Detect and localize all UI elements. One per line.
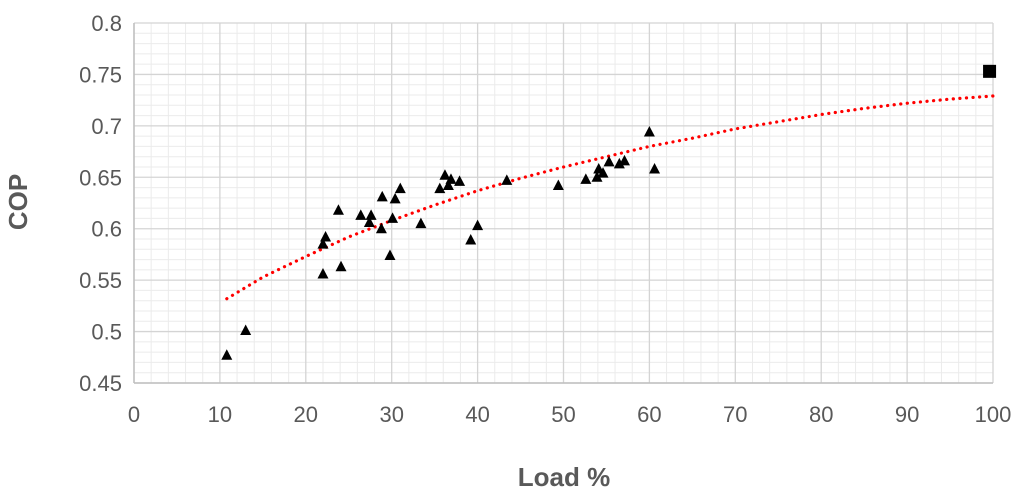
- triangle-point: [375, 222, 387, 234]
- x-tick-label: 40: [465, 402, 489, 427]
- triangle-point: [472, 219, 484, 231]
- triangle-point: [434, 182, 446, 194]
- y-tick-labels: 0.45 0.5 0.55 0.6 0.65 0.7 0.75 0.8: [79, 11, 122, 396]
- x-tick-label: 60: [637, 402, 661, 427]
- y-tick-label: 0.5: [91, 320, 122, 345]
- axis-lines: [133, 23, 993, 384]
- triangle-point: [454, 175, 466, 186]
- x-tick-label: 10: [208, 402, 232, 427]
- x-axis-title: Load %: [518, 462, 610, 492]
- triangle-point: [580, 173, 592, 184]
- triangle-point: [317, 267, 329, 279]
- triangle-point: [552, 179, 564, 191]
- triangle-point: [317, 238, 329, 249]
- triangle-point: [618, 154, 630, 166]
- y-tick-label: 0.45: [79, 371, 122, 396]
- y-tick-label: 0.7: [91, 114, 122, 139]
- triangle-point: [376, 190, 388, 202]
- triangle-point: [389, 192, 401, 204]
- y-tick-label: 0.8: [91, 11, 122, 36]
- triangle-point: [363, 216, 375, 228]
- triangle-point: [649, 163, 661, 174]
- triangle-point: [415, 217, 427, 229]
- y-tick-label: 0.55: [79, 268, 122, 293]
- triangle-point: [355, 209, 367, 220]
- square-point: [983, 64, 997, 78]
- triangle-point: [365, 209, 377, 220]
- major-gridlines: [133, 22, 994, 384]
- x-tick-label: 50: [551, 402, 575, 427]
- x-tick-label: 0: [128, 402, 140, 427]
- triangle-point: [335, 260, 347, 272]
- triangle-point: [501, 174, 513, 185]
- y-tick-label: 0.65: [79, 165, 122, 190]
- triangle-point: [445, 173, 457, 184]
- data-points: [221, 64, 997, 360]
- triangle-point: [603, 155, 615, 167]
- triangle-point: [387, 212, 399, 223]
- x-tick-label: 30: [379, 402, 403, 427]
- x-tick-label: 100: [975, 402, 1012, 427]
- triangle-point: [439, 169, 451, 180]
- y-tick-label: 0.75: [79, 62, 122, 87]
- triangle-point: [465, 234, 477, 245]
- x-tick-labels: 0 10 20 30 40 50 60 70 80 90 100: [128, 402, 1011, 427]
- x-tick-label: 20: [294, 402, 318, 427]
- triangle-point: [394, 182, 406, 194]
- triangle-point: [240, 324, 252, 336]
- triangle-point: [643, 126, 655, 137]
- triangle-point: [591, 171, 603, 182]
- triangle-point: [597, 167, 609, 178]
- y-tick-label: 0.6: [91, 217, 122, 242]
- triangle-point: [384, 249, 396, 260]
- triangle-point: [613, 157, 625, 169]
- triangle-point: [320, 230, 332, 242]
- y-axis-title: COP: [3, 174, 33, 230]
- x-tick-label: 80: [809, 402, 833, 427]
- triangle-point: [221, 349, 233, 360]
- x-tick-label: 90: [895, 402, 919, 427]
- triangle-point: [442, 179, 454, 191]
- x-tick-label: 70: [723, 402, 747, 427]
- triangle-point: [332, 204, 344, 215]
